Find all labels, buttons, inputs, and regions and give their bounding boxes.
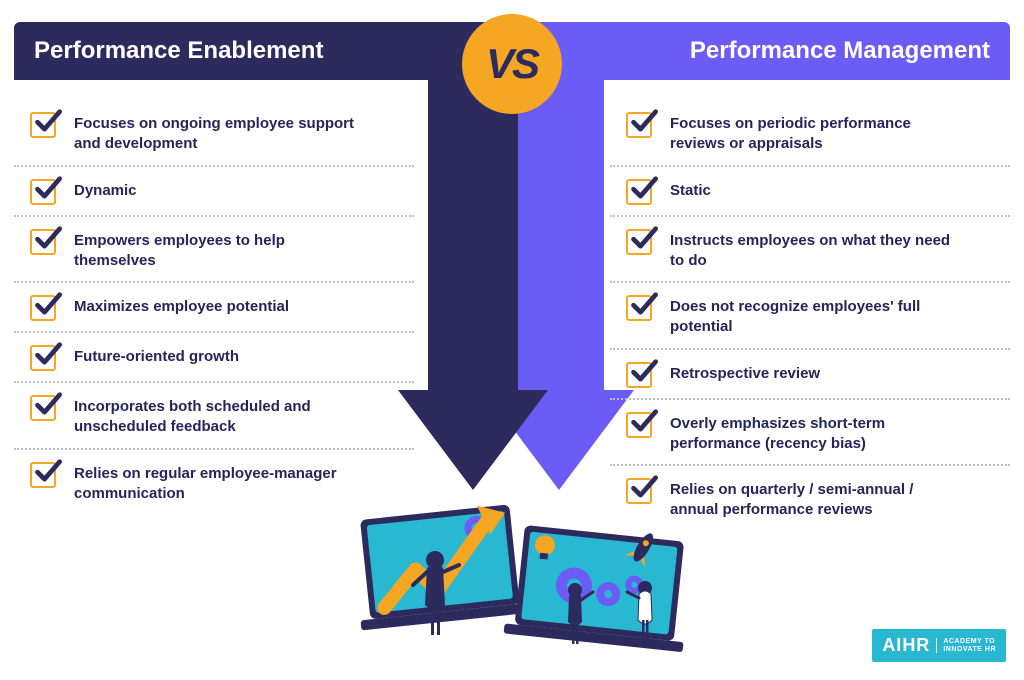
list-item: Dynamic	[14, 167, 414, 217]
left-title: Performance Enablement	[34, 37, 323, 65]
checkbox-icon	[626, 229, 652, 255]
list-item: Instructs employees on what they need to…	[610, 217, 1010, 284]
item-text: Focuses on ongoing employee support and …	[74, 110, 364, 155]
item-text: Static	[670, 177, 711, 201]
checkbox-icon	[626, 412, 652, 438]
list-item: Overly emphasizes short-term performance…	[610, 400, 1010, 467]
list-item: Focuses on periodic performance reviews …	[610, 100, 1010, 167]
item-text: Does not recognize employees' full poten…	[670, 293, 960, 338]
logo-badge: AIHR ACADEMY TO INNOVATE HR	[872, 629, 1006, 662]
right-list: Focuses on periodic performance reviews …	[610, 100, 1010, 531]
item-text: Incorporates both scheduled and unschedu…	[74, 393, 364, 438]
checkbox-icon	[30, 229, 56, 255]
checkbox-icon	[626, 112, 652, 138]
list-item: Incorporates both scheduled and unschedu…	[14, 383, 414, 450]
item-text: Overly emphasizes short-term performance…	[670, 410, 960, 455]
item-text: Future-oriented growth	[74, 343, 239, 367]
illustration	[340, 470, 700, 660]
item-text: Relies on regular employee-manager commu…	[74, 460, 364, 505]
list-item: Static	[610, 167, 1010, 217]
header-left: Performance Enablement	[14, 22, 482, 80]
checkbox-icon	[30, 295, 56, 321]
checkbox-icon	[30, 395, 56, 421]
list-item: Does not recognize employees' full poten…	[610, 283, 1010, 350]
header-right: Performance Management	[542, 22, 1010, 80]
list-item: Empowers employees to help themselves	[14, 217, 414, 284]
checkbox-icon	[30, 179, 56, 205]
right-title: Performance Management	[690, 37, 990, 65]
item-text: Relies on quarterly / semi-annual / annu…	[670, 476, 960, 521]
item-text: Retrospective review	[670, 360, 820, 384]
list-item: Retrospective review	[610, 350, 1010, 400]
list-item: Maximizes employee potential	[14, 283, 414, 333]
checkbox-icon	[30, 462, 56, 488]
list-item: Future-oriented growth	[14, 333, 414, 383]
logo-subtitle: ACADEMY TO INNOVATE HR	[936, 638, 996, 653]
vs-badge: VS	[462, 14, 562, 114]
checkbox-icon	[626, 295, 652, 321]
item-text: Maximizes employee potential	[74, 293, 289, 317]
checkbox-icon	[30, 112, 56, 138]
item-text: Instructs employees on what they need to…	[670, 227, 960, 272]
item-text: Focuses on periodic performance reviews …	[670, 110, 960, 155]
list-item: Focuses on ongoing employee support and …	[14, 100, 414, 167]
vs-text: VS	[486, 40, 538, 88]
checkbox-icon	[626, 179, 652, 205]
item-text: Empowers employees to help themselves	[74, 227, 364, 272]
checkbox-icon	[30, 345, 56, 371]
left-list: Focuses on ongoing employee support and …	[14, 100, 414, 514]
logo-main: AIHR	[882, 635, 930, 656]
item-text: Dynamic	[74, 177, 137, 201]
checkbox-icon	[626, 362, 652, 388]
